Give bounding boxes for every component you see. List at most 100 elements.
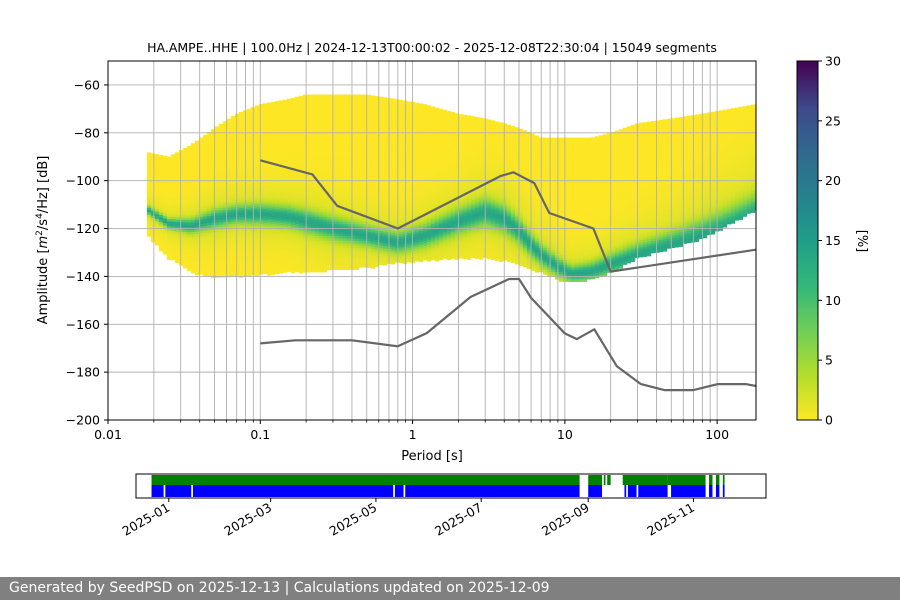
- heatmap-cell: [298, 151, 304, 154]
- heatmap-cell: [230, 185, 236, 189]
- heatmap-cell: [314, 171, 320, 174]
- heatmap-cell: [226, 233, 232, 237]
- heatmap-cell: [362, 219, 368, 222]
- heatmap-cell: [406, 106, 412, 109]
- heatmap-cell: [238, 205, 244, 209]
- heatmap-cell: [450, 222, 456, 226]
- heatmap-cell: [354, 113, 360, 117]
- heatmap-cell: [418, 218, 424, 222]
- heatmap-cell: [410, 210, 416, 213]
- heatmap-cell: [274, 134, 280, 138]
- heatmap-cell: [290, 100, 296, 103]
- heatmap-cell: [370, 205, 376, 209]
- heatmap-cell: [262, 156, 268, 159]
- heatmap-cell: [314, 152, 320, 155]
- heatmap-cell: [202, 221, 208, 224]
- heatmap-cell: [282, 118, 288, 122]
- heatmap-cell: [314, 135, 320, 138]
- heatmap-cell: [310, 94, 316, 98]
- heatmap-cell: [194, 265, 200, 268]
- heatmap-cell: [358, 183, 364, 186]
- heatmap-cell: [202, 134, 208, 138]
- heatmap-cell: [206, 244, 212, 248]
- heatmap-cell: [242, 136, 248, 140]
- heatmap-cell: [202, 257, 208, 260]
- heatmap-cell: [282, 255, 288, 259]
- heatmap-cell: [358, 264, 364, 268]
- heatmap-cell: [150, 208, 156, 212]
- heatmap-cell: [318, 200, 324, 203]
- heatmap-cell: [314, 252, 320, 256]
- heatmap-cell: [430, 224, 436, 227]
- heatmap-cell: [346, 224, 352, 227]
- heatmap-cell: [382, 130, 388, 134]
- heatmap-cell: [426, 227, 432, 231]
- heatmap-cell: [206, 139, 212, 142]
- heatmap-cell: [166, 233, 172, 237]
- heatmap-cell: [410, 152, 416, 156]
- heatmap-cell: [346, 233, 352, 237]
- heatmap-cell: [346, 226, 352, 230]
- heatmap-cell: [322, 267, 328, 270]
- heatmap-cell: [374, 211, 380, 214]
- heatmap-cell: [318, 238, 324, 242]
- heatmap-cell: [186, 253, 192, 257]
- heatmap-cell: [342, 135, 348, 138]
- heatmap-cell: [170, 185, 176, 189]
- heatmap-cell: [370, 208, 376, 211]
- heatmap-cell: [222, 145, 228, 148]
- heatmap-cell: [286, 120, 292, 124]
- heatmap-cell: [238, 272, 244, 276]
- heatmap-cell: [334, 257, 340, 261]
- heatmap-cell: [226, 200, 232, 203]
- heatmap-cell: [270, 178, 276, 182]
- heatmap-cell: [374, 165, 380, 169]
- heatmap-cell: [270, 236, 276, 239]
- heatmap-cell: [410, 128, 416, 132]
- heatmap-cell: [342, 180, 348, 184]
- heatmap-cell: [394, 180, 400, 184]
- heatmap-cell: [238, 150, 244, 154]
- heatmap-cell: [238, 253, 244, 257]
- heatmap-cell: [314, 147, 320, 150]
- heatmap-cell: [358, 185, 364, 189]
- heatmap-cell: [298, 179, 304, 183]
- heatmap-cell: [194, 234, 200, 237]
- heatmap-cell: [190, 268, 196, 271]
- heatmap-cell: [262, 194, 268, 198]
- heatmap-cell: [346, 173, 352, 177]
- heatmap-cell: [266, 169, 272, 173]
- heatmap-cell: [378, 118, 384, 121]
- heatmap-cell: [294, 166, 300, 170]
- heatmap-cell: [402, 182, 408, 185]
- heatmap-cell: [346, 245, 352, 249]
- heatmap-cell: [366, 102, 372, 105]
- heatmap-cell: [414, 141, 420, 144]
- heatmap-cell: [274, 233, 280, 236]
- heatmap-cell: [434, 160, 440, 164]
- heatmap-cell: [402, 256, 408, 260]
- heatmap-cell: [354, 94, 360, 98]
- heatmap-cell: [418, 168, 424, 171]
- heatmap-cell: [442, 237, 448, 240]
- heatmap-cell: [194, 162, 200, 165]
- heatmap-cell: [266, 260, 272, 264]
- heatmap-cell: [230, 118, 236, 122]
- heatmap-cell: [282, 229, 288, 232]
- heatmap-cell: [422, 197, 428, 201]
- heatmap-cell: [402, 199, 408, 202]
- heatmap-cell: [190, 152, 196, 156]
- heatmap-cell: [398, 143, 404, 146]
- heatmap-cell: [402, 227, 408, 231]
- heatmap-cell: [338, 149, 344, 153]
- heatmap-cell: [382, 176, 388, 180]
- heatmap-cell: [422, 173, 428, 177]
- heatmap-cell: [446, 163, 452, 167]
- heatmap-cell: [438, 130, 444, 133]
- heatmap-cell: [410, 231, 416, 235]
- heatmap-cell: [286, 130, 292, 133]
- heatmap-cell: [374, 134, 380, 138]
- heatmap-cell: [322, 176, 328, 179]
- heatmap-cell: [354, 214, 360, 218]
- heatmap-cell: [382, 152, 388, 156]
